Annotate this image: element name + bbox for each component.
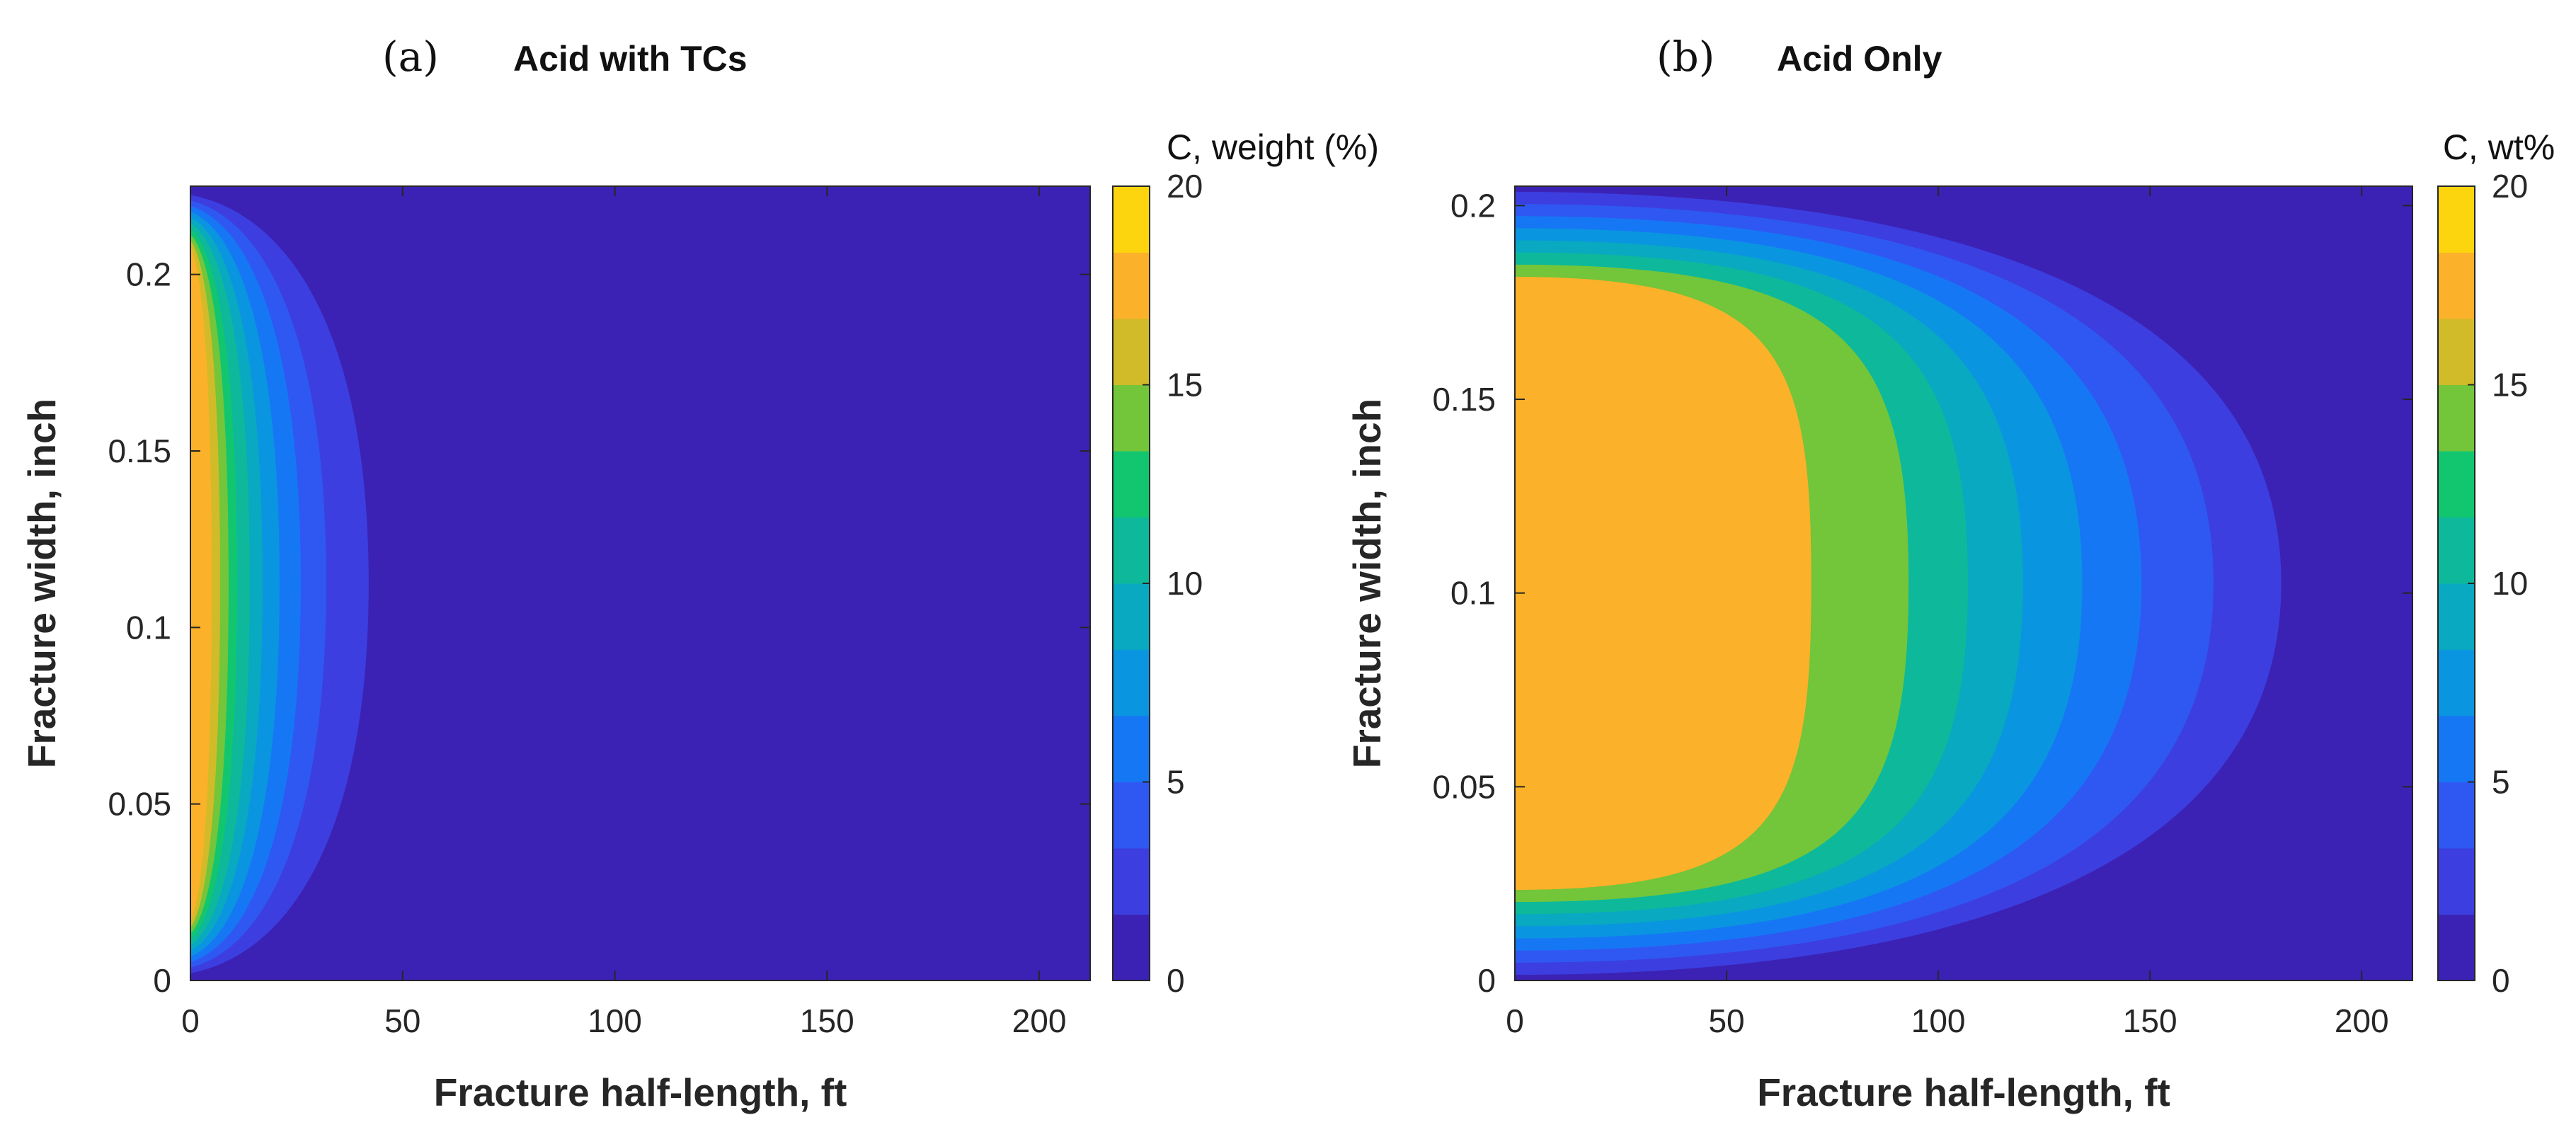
contour-fills bbox=[1515, 192, 2282, 975]
colorbar-segment bbox=[1113, 649, 1150, 716]
colorbar-tick-label: 20 bbox=[2492, 168, 2528, 205]
y-tick-label: 0.1 bbox=[126, 609, 171, 646]
colorbar-tick-label: 0 bbox=[1167, 962, 1185, 999]
y-tick-label: 0 bbox=[153, 962, 171, 999]
colorbar-segment bbox=[1113, 252, 1150, 319]
x-axis-label: Fracture half-length, ft bbox=[1757, 1070, 2170, 1114]
colorbar-segment bbox=[2438, 517, 2475, 584]
colorbar-segment bbox=[2438, 914, 2475, 981]
y-tick-label: 0.15 bbox=[108, 433, 171, 469]
x-tick-label: 50 bbox=[1708, 1002, 1744, 1039]
y-tick-label: 0.05 bbox=[1432, 768, 1496, 805]
colorbar-tick-label: 15 bbox=[1167, 367, 1203, 404]
colorbar-segment bbox=[2438, 848, 2475, 915]
x-tick-label: 200 bbox=[2335, 1002, 2389, 1039]
contour-band-10 bbox=[190, 246, 212, 922]
colorbar-segment bbox=[1113, 186, 1150, 253]
colorbar-segment bbox=[2438, 782, 2475, 849]
colorbar-segment bbox=[2438, 716, 2475, 782]
y-tick-label: 0.15 bbox=[1432, 381, 1496, 418]
panel-title: Acid Only bbox=[1777, 39, 1942, 79]
colorbar-segment bbox=[1113, 583, 1150, 650]
y-tick-label: 0.2 bbox=[126, 256, 171, 293]
colorbar-segment bbox=[1113, 716, 1150, 782]
colorbar: 0 5 10 15 20 bbox=[1112, 168, 1203, 999]
colorbar-label: C, weight (%) bbox=[1167, 127, 1379, 167]
plot-frame bbox=[190, 185, 1091, 981]
contour-fills bbox=[190, 195, 369, 973]
colorbar-tick-label: 5 bbox=[1167, 764, 1185, 801]
colorbar-segment bbox=[1113, 384, 1150, 452]
colorbar-segment bbox=[2438, 583, 2475, 650]
colorbar: 0 5 10 15 20 bbox=[2437, 168, 2528, 999]
x-tick-label: 0 bbox=[1506, 1002, 1524, 1039]
panel-letter: (a) bbox=[382, 33, 439, 81]
y-tick-label: 0.2 bbox=[1450, 187, 1496, 224]
colorbar-tick-label: 20 bbox=[1167, 168, 1203, 205]
y-tick-label: 0.1 bbox=[1450, 575, 1496, 612]
x-tick-label: 100 bbox=[1911, 1002, 1966, 1039]
colorbar-tick-label: 5 bbox=[2492, 764, 2510, 801]
colorbar-segment bbox=[1113, 517, 1150, 584]
y-axis-label: Fracture width, inch bbox=[1345, 399, 1389, 769]
colorbar-segment bbox=[2438, 384, 2475, 452]
colorbar-segment bbox=[1113, 848, 1150, 915]
colorbar-segment bbox=[1113, 451, 1150, 518]
x-tick-label: 200 bbox=[1012, 1002, 1067, 1039]
y-tick-label: 0.05 bbox=[108, 786, 171, 823]
y-tick-label: 0 bbox=[1477, 962, 1496, 999]
colorbar-tick-label: 15 bbox=[2492, 367, 2528, 404]
colorbar-tick-label: 10 bbox=[2492, 565, 2528, 602]
contour-band-10 bbox=[1515, 277, 1811, 890]
plot-frame bbox=[1514, 185, 2413, 981]
colorbar-label: C, wt% bbox=[2443, 127, 2555, 167]
x-tick-label: 100 bbox=[588, 1002, 642, 1039]
colorbar-segment bbox=[2438, 252, 2475, 319]
x-tick-label: 0 bbox=[181, 1002, 200, 1039]
colorbar-segment bbox=[2438, 649, 2475, 716]
x-tick-label: 150 bbox=[800, 1002, 854, 1039]
colorbar-segment bbox=[2438, 186, 2475, 253]
y-axis-label: Fracture width, inch bbox=[20, 399, 64, 769]
x-axis-label: Fracture half-length, ft bbox=[434, 1070, 847, 1114]
colorbar-segment bbox=[1113, 914, 1150, 981]
colorbar-segment bbox=[2438, 451, 2475, 518]
colorbar-segment bbox=[2438, 319, 2475, 385]
colorbar-segment bbox=[1113, 782, 1150, 849]
x-tick-label: 150 bbox=[2123, 1002, 2177, 1039]
colorbar-segment bbox=[1113, 319, 1150, 385]
colorbar-tick-label: 10 bbox=[1167, 565, 1203, 602]
panel-letter: (b) bbox=[1656, 33, 1715, 81]
colorbar-tick-label: 0 bbox=[2492, 962, 2510, 999]
x-tick-label: 50 bbox=[384, 1002, 420, 1039]
panel-title: Acid with TCs bbox=[513, 39, 748, 79]
